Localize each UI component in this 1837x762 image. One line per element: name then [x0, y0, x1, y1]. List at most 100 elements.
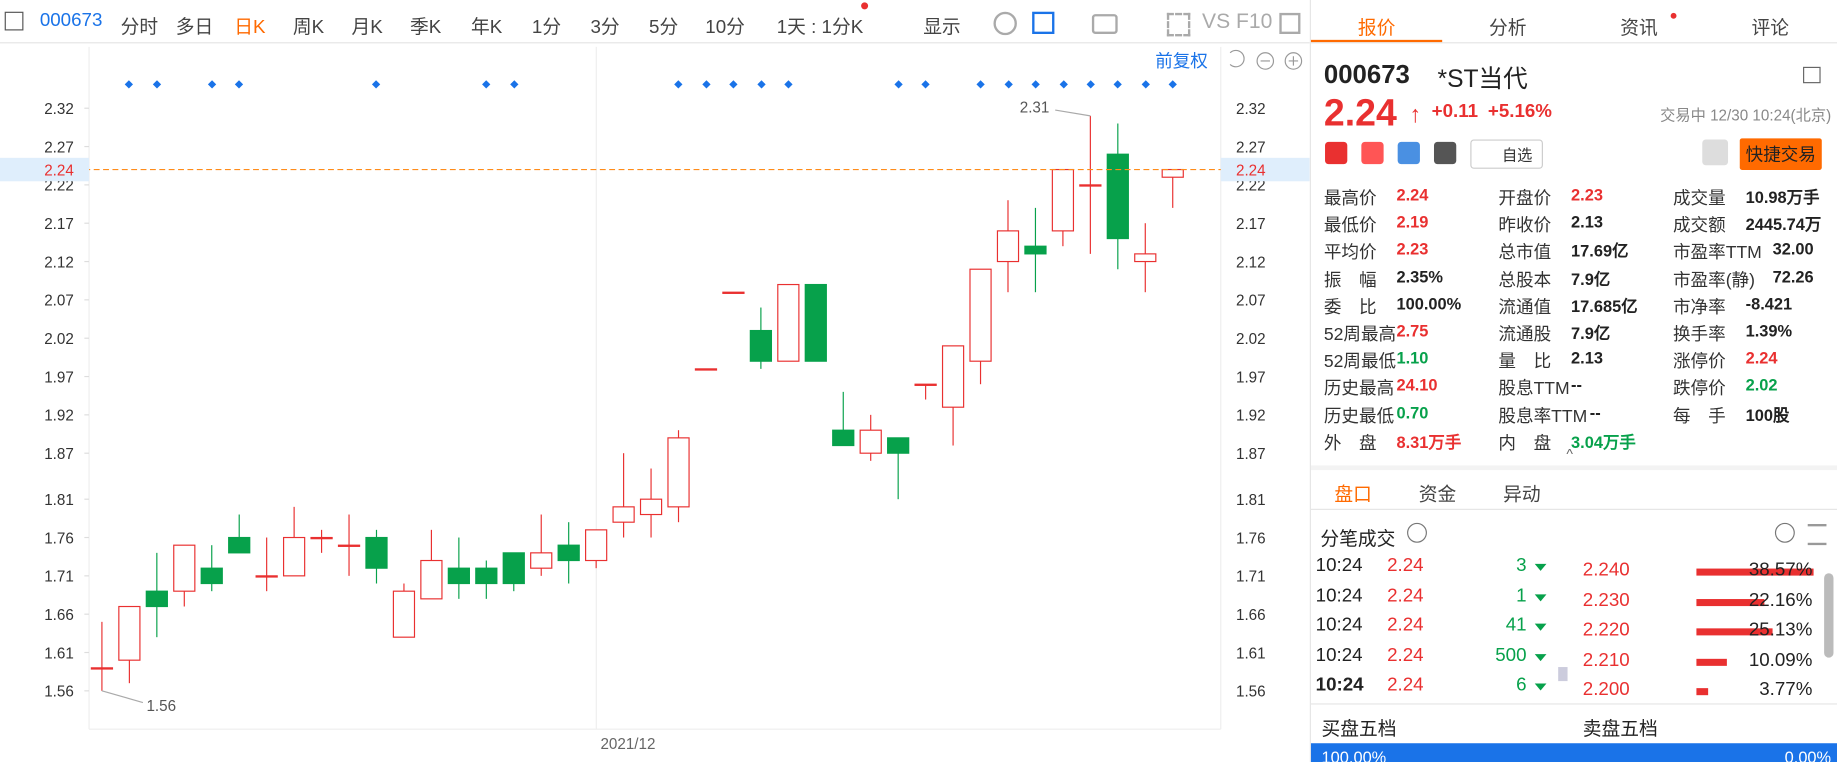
stat-label: 历史最低 — [1323, 406, 1395, 427]
candle-body — [475, 567, 498, 585]
period-tab[interactable]: 日K — [234, 17, 266, 38]
period-tab[interactable]: 5分 — [649, 17, 679, 38]
period-tab[interactable]: 1分 — [531, 17, 562, 38]
dist-bar — [1696, 628, 1773, 636]
candle-body — [1079, 184, 1102, 187]
candle-body — [502, 552, 525, 585]
candle-body — [420, 559, 443, 600]
trade-arrow — [1534, 653, 1547, 661]
event-marker — [510, 80, 519, 89]
event-marker — [1086, 80, 1095, 89]
tag-icon[interactable] — [1361, 141, 1384, 165]
stat-label: 最高价 — [1323, 188, 1377, 209]
tab-underline — [1310, 39, 1443, 43]
sub-tab[interactable]: 资金 — [1418, 485, 1457, 506]
draw-box-icon[interactable] — [1032, 11, 1055, 34]
camera-icon[interactable] — [1091, 14, 1118, 34]
candle-body — [914, 383, 937, 386]
sub-tab[interactable]: 盘口 — [1334, 485, 1372, 506]
list-icon[interactable] — [1807, 524, 1827, 546]
candle-body — [1161, 168, 1184, 178]
tag-icon[interactable] — [1325, 141, 1348, 165]
stat-label: 内 盘 — [1498, 433, 1552, 454]
last-price-label: 2.24 — [44, 162, 74, 179]
watch-button[interactable]: 自选 — [1470, 139, 1543, 169]
dist-price: 2.240 — [1582, 560, 1630, 581]
settings-icon[interactable] — [993, 11, 1017, 36]
panel-tab[interactable]: 资讯 — [1620, 18, 1658, 39]
x-label: 2021/12 — [600, 736, 655, 753]
stat-label: 52周最低 — [1323, 351, 1397, 372]
high-label: 2.31 — [1020, 99, 1050, 116]
panel-tab[interactable]: 报价 — [1357, 18, 1396, 39]
trade-button[interactable]: 快捷交易 — [1739, 138, 1822, 170]
period-tab[interactable]: 10分 — [705, 17, 745, 38]
stat-value: -- — [1589, 402, 1601, 422]
candle-body — [365, 536, 388, 569]
stat-label: 外 盘 — [1323, 433, 1377, 454]
y-tick-label: 1.66 — [44, 607, 74, 624]
dist-pct: 38.57% — [1748, 560, 1813, 581]
sub-tab[interactable]: 异动 — [1503, 485, 1541, 506]
event-marker — [1141, 80, 1150, 89]
tag-icon[interactable] — [1397, 141, 1420, 165]
interval-select[interactable]: 1天 : 1分K — [776, 17, 864, 38]
stat-value: 2.19 — [1396, 212, 1429, 232]
period-tab[interactable]: 多日 — [175, 17, 214, 38]
stat-label: 每 手 — [1672, 406, 1726, 427]
period-tab[interactable]: 月K — [351, 17, 383, 38]
tag-icon[interactable] — [1433, 141, 1457, 165]
kline-chart: 2021/12 前复权 2.32 2.32 2.27 2.27 2.22 2.22 2.17… — [0, 46, 1310, 754]
stat-value: 1.10 — [1396, 348, 1429, 368]
panel-tab[interactable]: 分析 — [1489, 18, 1527, 39]
y-tick-label: 1.76 — [44, 530, 74, 547]
stat-value: 2.23 — [1396, 239, 1429, 259]
y-tick-label: 1.81 — [44, 492, 74, 509]
more-icon[interactable] — [1774, 522, 1795, 543]
period-tab[interactable]: 季K — [410, 17, 442, 38]
y-tick-label-right: 1.71 — [1236, 569, 1266, 586]
candle-body — [447, 567, 470, 585]
fullscreen-icon[interactable] — [1166, 12, 1191, 37]
zoom-in[interactable] — [1284, 52, 1303, 70]
candle-body — [777, 283, 800, 362]
candle-body — [1024, 245, 1047, 255]
y-tick-label-right: 2.07 — [1236, 293, 1266, 310]
reset-icon[interactable] — [1229, 49, 1245, 68]
period-tab[interactable]: 3分 — [590, 17, 620, 38]
news-dot — [1670, 12, 1677, 19]
vs-button[interactable]: VS — [1202, 9, 1231, 33]
sidebar-toggle[interactable] — [4, 11, 24, 31]
stat-value: 10.98万手 — [1745, 187, 1820, 207]
event-marker — [757, 80, 766, 89]
panel-tab[interactable]: 评论 — [1751, 18, 1789, 39]
collapse-chevron: ^ — [1566, 445, 1573, 462]
zoom-out[interactable] — [1256, 52, 1275, 70]
bell-icon[interactable] — [1702, 139, 1729, 166]
stat-value: 1.39% — [1745, 321, 1793, 340]
period-tab[interactable]: 分时 — [120, 17, 159, 38]
high-pointer — [1055, 109, 1091, 117]
candle-body — [392, 590, 416, 638]
stat-value: 7.9亿 — [1571, 323, 1611, 343]
candle-body — [694, 368, 718, 371]
last-price-label-right: 2.24 — [1236, 162, 1266, 179]
period-tab[interactable]: 周K — [292, 17, 325, 38]
stat-label: 市净率 — [1672, 297, 1726, 318]
trade-arrow — [1534, 683, 1547, 691]
y-tick-label-right: 2.17 — [1236, 216, 1266, 233]
y-tick-label: 1.71 — [44, 569, 74, 586]
display-select[interactable]: 显示 — [923, 17, 961, 38]
panel-toggle[interactable] — [1279, 12, 1301, 34]
stat-value: 2.75 — [1396, 321, 1429, 340]
dist-bar — [1696, 598, 1764, 606]
trade-volume: 3 — [1516, 555, 1527, 576]
trade-volume: 500 — [1495, 645, 1527, 666]
info-icon[interactable] — [1407, 522, 1427, 543]
period-tab[interactable]: 年K — [470, 17, 503, 38]
candle-body — [667, 437, 690, 508]
candle-body — [585, 529, 608, 562]
y-tick-label: 1.56 — [44, 684, 74, 701]
adjust-button[interactable]: 前复权 — [1155, 51, 1208, 71]
f10-button[interactable]: F10 — [1235, 9, 1273, 33]
